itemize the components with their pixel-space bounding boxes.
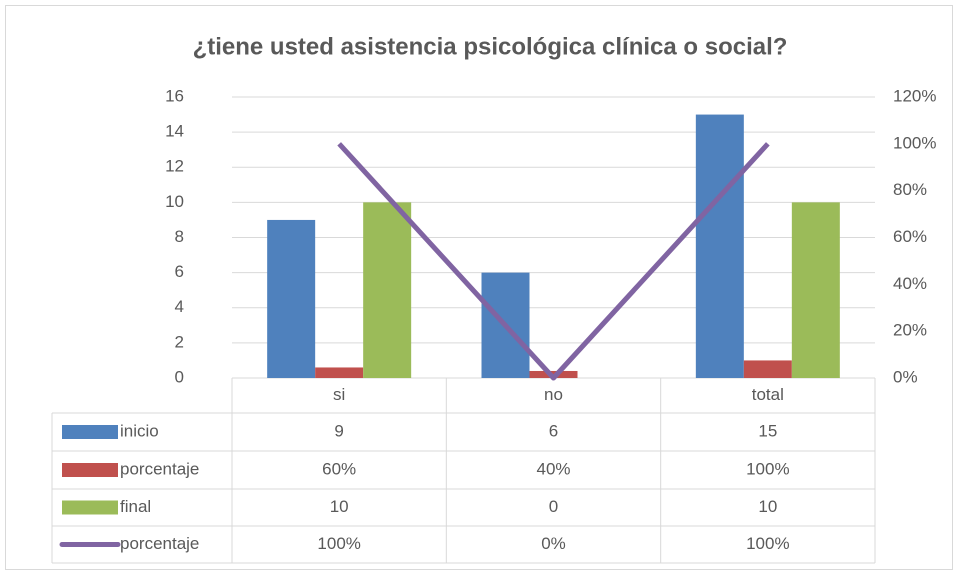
legend-key [62,463,118,477]
y-tick-label: 2 [175,332,184,351]
table-cell: 100% [746,459,789,478]
y-tick-label: 14 [165,122,184,141]
table-cell: 6 [549,421,558,440]
y2-tick-label: 60% [893,227,927,246]
legend-label: inicio [120,421,159,440]
line-series [337,142,770,381]
y2-tick-label: 100% [893,133,936,152]
table-cell: 0% [541,534,566,553]
y-tick-label: 8 [175,227,184,246]
table-cell: 60% [322,459,356,478]
bar [743,360,792,378]
legend-key [62,425,118,439]
y-tick-label: 12 [165,157,184,176]
y-tick-label: 6 [175,262,184,281]
y2-tick-label: 40% [893,274,927,293]
bar [791,202,840,378]
bar [695,114,744,378]
table-cell: 40% [536,459,570,478]
chart-title: ¿tiene usted asistencia psicológica clín… [193,33,788,60]
y-tick-label: 4 [175,297,184,316]
y2-tick-label: 120% [893,86,936,105]
legend-label: porcentaje [120,534,199,553]
table-cell: 9 [334,421,343,440]
legend-label: final [120,497,151,516]
legend-label: porcentaje [120,459,199,478]
x-tick-label: total [752,385,784,404]
x-tick-label: si [333,385,345,404]
x-tick-label: no [544,385,563,404]
table-cell: 0 [549,497,558,516]
y-tick-label: 0 [175,367,184,386]
table-cell: 10 [330,497,349,516]
bar [315,367,364,378]
legend-key [62,500,118,515]
y-tick-label: 16 [165,86,184,105]
table-cell: 100% [317,534,360,553]
y2-tick-label: 20% [893,321,927,340]
bar [267,219,316,378]
table-cell: 15 [758,421,777,440]
y2-tick-label: 0% [893,367,918,386]
y2-tick-label: 80% [893,180,927,199]
table-cell: 100% [746,534,789,553]
bar [363,202,412,378]
table-cell: 10 [758,497,777,516]
y-tick-label: 10 [165,192,184,211]
